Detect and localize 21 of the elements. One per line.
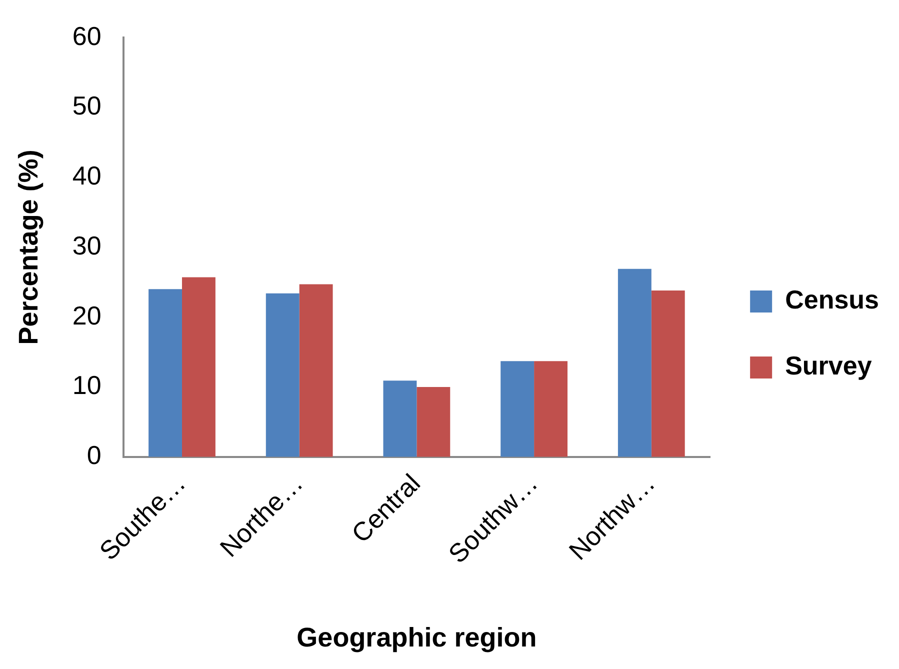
bar [416, 386, 450, 457]
bar [500, 361, 534, 457]
bar [148, 289, 182, 457]
bar [266, 293, 300, 457]
bar [651, 290, 685, 457]
bar [534, 361, 568, 457]
bar [299, 284, 333, 457]
y-tick-label: 60 [72, 20, 102, 51]
legend-label: Census [785, 284, 879, 315]
bar [383, 380, 417, 457]
y-tick-label: 0 [86, 440, 102, 470]
y-tick-label: 10 [72, 370, 102, 400]
bar [182, 277, 216, 457]
y-axis-title: Percentage (%) [14, 150, 44, 345]
x-axis-title: Geographic region [296, 622, 537, 652]
y-tick-label: 40 [72, 160, 102, 191]
y-tick-label: 30 [72, 230, 102, 260]
y-tick-label: 20 [72, 300, 102, 330]
y-tick-label: 50 [72, 90, 102, 121]
bar [618, 268, 652, 457]
legend-label: Survey [785, 350, 872, 381]
